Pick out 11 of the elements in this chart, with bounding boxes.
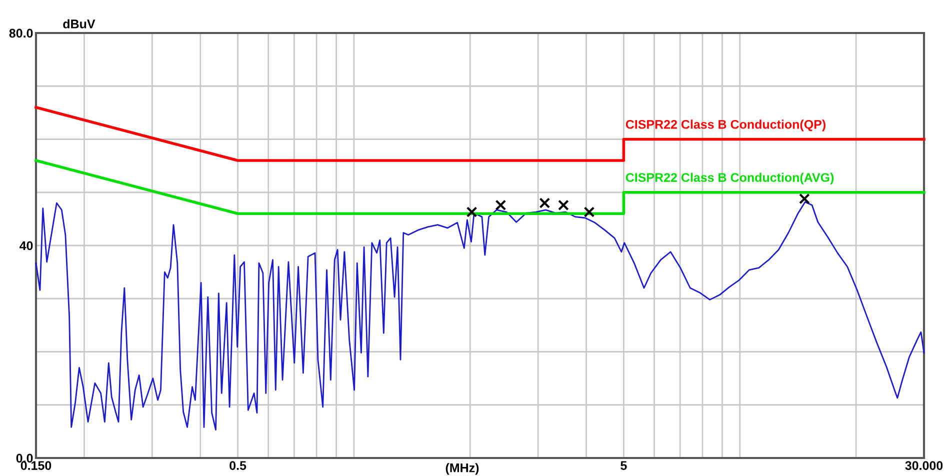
y-tick-label: 80.0: [9, 28, 33, 38]
y-tick-label: 40: [20, 241, 33, 250]
x-axis-title: (MHz): [446, 463, 479, 475]
x-tick-label: 5: [620, 461, 627, 470]
series-label: CISPR22 Class B Conduction(QP): [626, 120, 826, 132]
y-axis-title: dBuV: [63, 19, 96, 28]
x-tick-label: 30.000: [905, 461, 943, 470]
x-tick-label: 0.150: [20, 461, 52, 470]
x-tick-label: 0.5: [230, 461, 246, 470]
series-label: CISPR22 Class B Conduction(AVG): [626, 172, 834, 184]
y-tick-label: 0.0: [16, 454, 33, 463]
